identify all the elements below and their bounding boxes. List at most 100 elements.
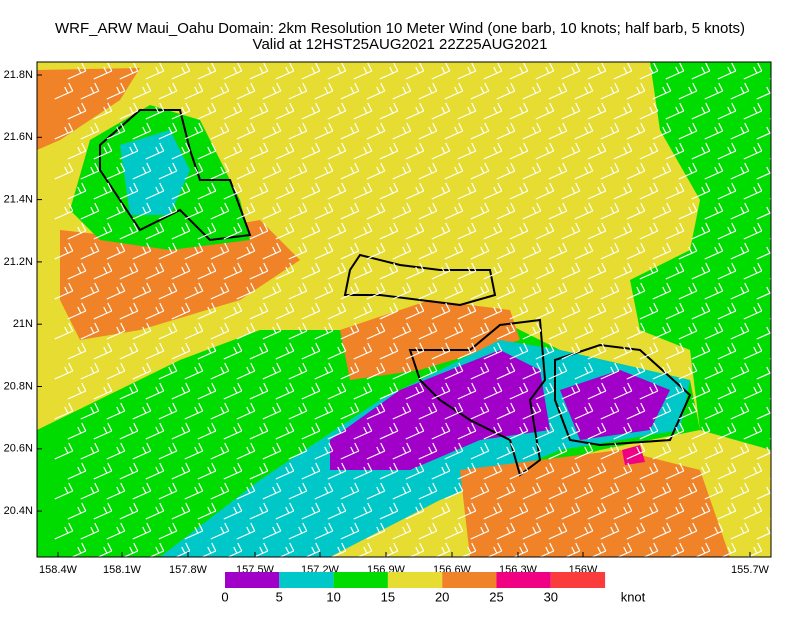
colorbar-swatch bbox=[279, 572, 334, 588]
wind-barb bbox=[327, 422, 347, 440]
wind-barb bbox=[496, 362, 516, 380]
wind-barb bbox=[132, 282, 152, 300]
wind-barb bbox=[704, 122, 724, 140]
wind-barb bbox=[392, 482, 412, 500]
wind-barb bbox=[509, 262, 529, 280]
wind-barb bbox=[327, 182, 347, 200]
wind-barb bbox=[327, 262, 347, 280]
wind-barb bbox=[600, 482, 620, 500]
wind-barb bbox=[301, 262, 321, 280]
wind-barb bbox=[132, 402, 152, 420]
wind-barb bbox=[587, 262, 607, 280]
colorbar-label: 25 bbox=[489, 589, 503, 604]
wind-barb bbox=[67, 262, 87, 280]
wind-barb bbox=[418, 362, 438, 380]
wind-barb bbox=[93, 62, 113, 80]
wind-barb bbox=[665, 262, 685, 280]
wind-barb bbox=[509, 302, 529, 320]
wind-barb bbox=[145, 62, 165, 80]
lat-label: 20.8N bbox=[4, 380, 33, 392]
wind-barb bbox=[158, 242, 178, 260]
wind-barb bbox=[756, 242, 771, 260]
wind-barb bbox=[746, 542, 763, 557]
wind-barb bbox=[54, 202, 74, 220]
wind-barb bbox=[509, 342, 529, 360]
wind-barb bbox=[522, 242, 542, 260]
wind-barb bbox=[197, 222, 217, 240]
wind-barb bbox=[210, 482, 230, 500]
wind-barb bbox=[483, 62, 503, 80]
wind-barb bbox=[210, 362, 230, 380]
lon-label: 157.8W bbox=[169, 564, 208, 576]
wind-barb bbox=[54, 522, 74, 540]
wind-barb bbox=[626, 282, 646, 300]
wind-barb bbox=[496, 242, 516, 260]
wind-barb bbox=[665, 222, 685, 240]
wind-barb bbox=[561, 142, 581, 160]
wind-barb bbox=[483, 462, 503, 480]
wind-barb bbox=[561, 502, 581, 520]
wind-barb bbox=[158, 482, 178, 500]
wind-barb bbox=[379, 502, 399, 520]
colorbar-swatch bbox=[496, 572, 551, 588]
wind-barb bbox=[743, 302, 763, 320]
wind-barb bbox=[314, 362, 334, 380]
wind-barb bbox=[93, 422, 113, 440]
wind-barb bbox=[769, 157, 771, 160]
wind-barb bbox=[613, 62, 633, 80]
wind-barb bbox=[418, 442, 438, 460]
wind-barb bbox=[444, 522, 464, 540]
wind-barb bbox=[730, 242, 750, 260]
wind-barb bbox=[743, 462, 763, 480]
wind-barb bbox=[600, 282, 620, 300]
wind-barb bbox=[535, 182, 555, 200]
wind-barb bbox=[678, 82, 698, 100]
wind-barb bbox=[444, 322, 464, 340]
wind-barb bbox=[93, 462, 113, 480]
wind-barb bbox=[522, 282, 542, 300]
wind-barb bbox=[249, 142, 269, 160]
wind-barb bbox=[171, 382, 191, 400]
wind-barb bbox=[80, 362, 100, 380]
wind-barb bbox=[314, 82, 334, 100]
wind-barb bbox=[652, 442, 672, 460]
wind-barb bbox=[587, 342, 607, 360]
wind-barb bbox=[496, 402, 516, 420]
wind-barb bbox=[392, 122, 412, 140]
wind-barb bbox=[67, 382, 87, 400]
wind-barb bbox=[93, 382, 113, 400]
wind-barb bbox=[379, 342, 399, 360]
wind-barb bbox=[548, 402, 568, 420]
wind-barb bbox=[392, 362, 412, 380]
wind-barb bbox=[379, 142, 399, 160]
wind-barb bbox=[379, 462, 399, 480]
wind-barb bbox=[158, 402, 178, 420]
wind-barb bbox=[249, 102, 269, 120]
wind-barb bbox=[106, 402, 126, 420]
wind-barb bbox=[561, 302, 581, 320]
wind-barb bbox=[444, 242, 464, 260]
wind-barb bbox=[145, 382, 165, 400]
wind-barb bbox=[236, 162, 256, 180]
wind-barb bbox=[704, 322, 724, 340]
wind-barb bbox=[704, 242, 724, 260]
wind-barb bbox=[730, 282, 750, 300]
wind-barb bbox=[574, 322, 594, 340]
wind-barb bbox=[652, 162, 672, 180]
wind-barb bbox=[366, 162, 386, 180]
wind-barb bbox=[639, 342, 659, 360]
wind-barb bbox=[249, 302, 269, 320]
wind-barb bbox=[353, 382, 373, 400]
wind-barb bbox=[626, 82, 646, 100]
wind-barb bbox=[132, 242, 152, 260]
wind-barb bbox=[340, 242, 360, 260]
wind-barb bbox=[366, 282, 386, 300]
wind-barb bbox=[535, 382, 555, 400]
wind-barb bbox=[366, 122, 386, 140]
wind-barb bbox=[262, 522, 282, 540]
wind-barb bbox=[743, 142, 763, 160]
wind-barb bbox=[770, 543, 788, 559]
wind-barb bbox=[54, 82, 74, 100]
wind-barb bbox=[353, 62, 373, 80]
wind-barb bbox=[106, 442, 126, 460]
